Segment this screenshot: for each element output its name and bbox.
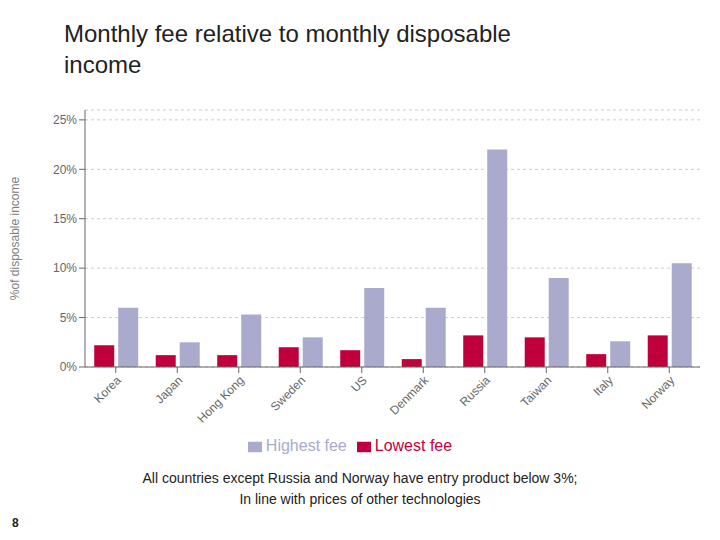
svg-text:15%: 15% (53, 212, 77, 226)
svg-text:20%: 20% (53, 163, 77, 177)
svg-text:5%: 5% (60, 311, 78, 325)
svg-text:Norway: Norway (639, 373, 678, 412)
svg-text:Italy: Italy (590, 373, 615, 398)
html-text:8: 8 (12, 516, 19, 530)
html-text:All countries except Russia an: All countries except Russia and Norway h… (142, 470, 578, 507)
svg-text:Korea: Korea (91, 373, 124, 406)
svg-text:%of disposable income: %of disposable income (8, 176, 22, 300)
svg-text:Sweden: Sweden (268, 373, 309, 414)
svg-text:Japan: Japan (152, 373, 185, 406)
svg-text:Russia: Russia (457, 373, 493, 409)
svg-text:Denmark: Denmark (387, 373, 432, 418)
svg-text:10%: 10% (53, 261, 77, 275)
svg-text:Taiwan: Taiwan (518, 373, 554, 409)
svg-text:25%: 25% (53, 113, 77, 127)
svg-text:US: US (348, 373, 370, 395)
html-text:Highest fee: Highest fee (265, 437, 347, 454)
html-text:Lowest fee: Lowest fee (374, 437, 453, 454)
svg-text:0%: 0% (60, 360, 78, 374)
html-text:Monthly fee relative to monthl: Monthly fee relative to monthly disposab… (64, 20, 511, 79)
svg-text:Hong Kong: Hong Kong (195, 373, 247, 425)
